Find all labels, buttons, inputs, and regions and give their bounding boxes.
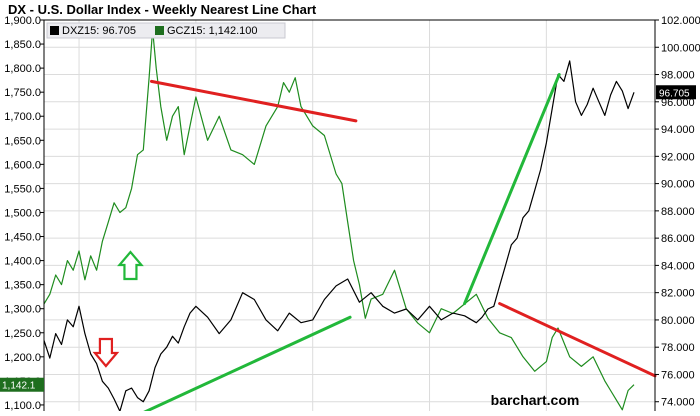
right-tick-label: 96.000 [661,97,695,109]
right-tick-label: 80.000 [661,315,695,327]
trendline-green [141,315,352,415]
trendline-red [149,79,358,123]
legend-swatch-dx [50,26,59,35]
left-axis: 1,050.01,100.01,150.01,200.01,250.01,300… [4,15,44,412]
right-tick-label: 86.000 [661,233,695,245]
left-tick-label: 1,650.0 [4,135,41,147]
left-tick-label: 1,800.0 [4,63,41,75]
last-value-tags: 96.705 1,142.1 [0,85,696,392]
dx-last-value-tag [656,85,696,100]
arrow-up-green [117,250,144,281]
legend-label-dx: DXZ15: 96.705 [62,25,136,37]
right-tick-label: 76.000 [661,369,695,381]
left-tick-label: 1,300.0 [4,304,41,316]
left-tick-label: 1,100.0 [4,400,41,411]
legend-label-gc: GCZ15: 1,142.100 [167,25,258,37]
legend-background [46,22,286,39]
right-tick-label: 74.000 [661,397,695,409]
left-tick-label: 1,700.0 [4,111,41,123]
series-line-dx [43,60,635,412]
left-tick-label: 1,350.0 [4,280,41,292]
chart-title: DX - U.S. Dollar Index - Weekly Nearest … [8,2,317,17]
right-tick-label: 90.000 [661,179,695,191]
legend: DXZ15: 96.705 GCZ15: 1,142.100 [46,22,286,39]
trendline-red [498,302,657,378]
left-tick-label: 1,850.0 [4,39,41,51]
left-tick-label: 1,250.0 [4,328,41,340]
right-tick-label: 94.000 [661,124,695,136]
trendline-green [463,73,561,306]
grid-lines [44,19,655,416]
left-tick-label: 1,500.0 [4,207,41,219]
plot-frame [43,19,656,416]
plot-area [44,20,655,411]
gc-last-value-tag [0,377,44,392]
left-tick-label: 1,600.0 [4,159,41,171]
arrow-down-red [92,337,120,368]
left-tick-label: 1,450.0 [4,232,41,244]
left-tick-label: 1,550.0 [4,183,41,195]
right-tick-label: 92.000 [661,151,695,163]
right-tick-label: 88.000 [661,206,695,218]
right-tick-label: 84.000 [661,260,695,272]
right-axis: 72.00074.00076.00078.00080.00082.00084.0… [655,15,700,409]
right-tick-label: 102.000 [661,15,700,27]
gc-last-value-text: 1,142.1 [2,381,36,392]
left-tick-label: 1,400.0 [4,256,41,268]
legend-swatch-gc [155,26,164,35]
right-tick-label: 82.000 [661,288,695,300]
left-tick-label: 1,900.0 [4,15,41,27]
left-tick-label: 1,200.0 [4,352,41,364]
right-tick-label: 100.000 [661,42,700,54]
right-tick-label: 78.000 [661,342,695,354]
dx-last-value-text: 96.705 [659,88,690,99]
series-layer [43,29,635,412]
series-line-gc [43,29,635,411]
watermark: barchart.com [491,392,580,408]
left-tick-label: 1,750.0 [4,87,41,99]
right-tick-label: 98.000 [661,70,695,82]
annotation-layer [92,73,657,415]
